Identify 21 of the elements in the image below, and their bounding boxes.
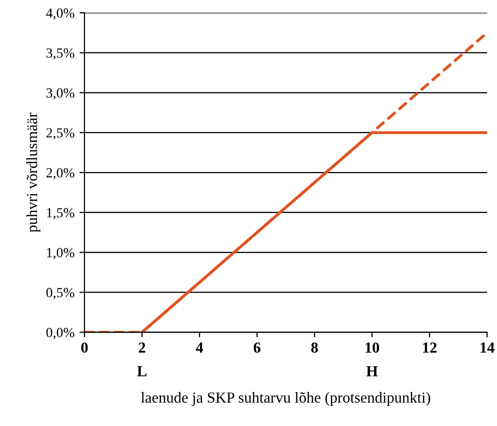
y-tick-label: 1,5% [47,208,74,220]
x-axis-title: laenude ja SKP suhtarvu lõhe (protsendipunkti) [141,392,430,406]
y-tick-label: 3,0% [46,88,74,100]
y-tick-label: 0,0% [46,328,74,340]
y-tick-label: 4,0% [46,8,74,20]
x-tick-label: 8 [311,342,318,353]
x-tick-label: 0 [81,342,88,353]
x-tick-label: 12 [423,342,437,353]
y-tick-label: 2,5% [46,128,74,140]
y-axis-title: puhvri võrdlusmäär [26,112,40,232]
text: L [137,366,146,376]
text: H [366,366,378,376]
y-tick-label: 2,0% [46,168,74,180]
y-tick-label: 0,5% [46,288,74,300]
x-tick-label: 4 [196,342,204,353]
x-tick-label: 14 [480,342,494,353]
y-tick-label: 3,5% [46,48,74,60]
x-tick-label: 10 [366,342,380,353]
x-tick-label: 6 [254,342,260,353]
x-tick-label: 2 [138,342,146,353]
y-tick-label: 1,0% [47,248,74,260]
